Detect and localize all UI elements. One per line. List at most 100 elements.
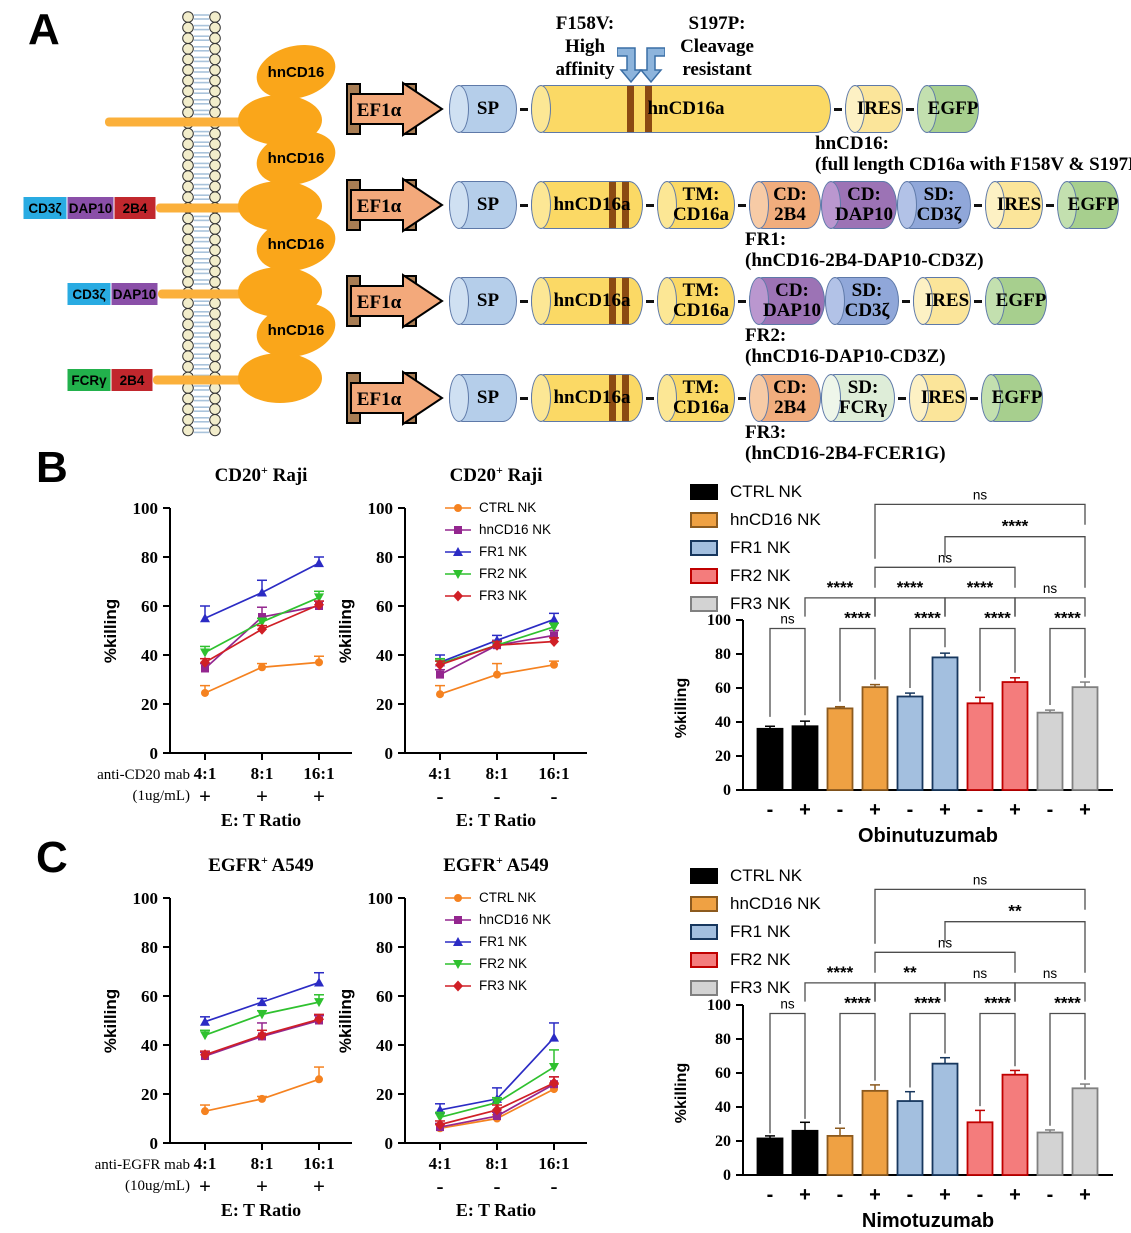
- mab-sign: +: [313, 784, 325, 808]
- treatment-sign: +: [939, 799, 951, 821]
- segment-end-cap: [821, 181, 841, 229]
- receptor-label: hnCD16: [268, 64, 325, 81]
- bar: [756, 727, 784, 791]
- gene-segment: SP: [449, 374, 517, 422]
- mutation-stripe: [627, 86, 635, 132]
- segment-end-cap: [825, 277, 845, 325]
- bar: [1001, 681, 1029, 791]
- x-axis-label: Nimotuzumab: [862, 1210, 994, 1232]
- segment-label: IRES: [996, 194, 1042, 215]
- x-tick-label: 8:1: [251, 764, 274, 783]
- y-tick-label: 20: [715, 1133, 731, 1150]
- bar: [756, 1137, 784, 1176]
- signal-domain-box: [111, 369, 153, 391]
- y-tick-label: 20: [715, 748, 731, 765]
- segment-end-cap: [449, 277, 469, 325]
- bar: [791, 1129, 819, 1176]
- segment-label: IRES: [856, 98, 902, 119]
- x-axis-label: E: T Ratio: [456, 1200, 536, 1220]
- signal-domain-box: [111, 283, 158, 305]
- y-tick-label: 60: [141, 987, 158, 1006]
- gene-segment: EGFP: [985, 277, 1047, 325]
- bar: [966, 1121, 994, 1176]
- bar-group-hnCD16-NK: [826, 683, 889, 791]
- y-tick-label: 40: [141, 646, 158, 665]
- chart-b-no-mab: CD20+ Raji 0 20 40 60 80 100 %killing CTRL NK hnC…: [295, 448, 605, 853]
- promoter-arrow: EF1α: [346, 81, 444, 137]
- legend-item: FR2 NK: [690, 562, 821, 590]
- bar-group-FR1-NK: [896, 652, 959, 791]
- bar-group-FR3-NK: [1036, 681, 1099, 791]
- segment-end-cap: [449, 85, 469, 133]
- significance-bracket: [1049, 1012, 1086, 1126]
- significance-bracket: [979, 627, 1016, 692]
- gene-segment: TM: CD16a: [657, 181, 735, 229]
- mutation-stripe: [609, 182, 616, 228]
- segment-label: TM: CD16a: [673, 280, 729, 321]
- signal-domain-label: CD3ζ: [72, 287, 105, 302]
- segment-end-cap: [897, 181, 917, 229]
- legend-swatch: [690, 512, 718, 528]
- construct-diagrams: EF1α SP hnCD16a IRES EGFP hnCD16: (full length…: [345, 0, 1131, 464]
- legend-label: FR1 NK: [730, 538, 791, 557]
- gene-segment: CD: DAP10: [821, 181, 897, 229]
- receptor-lower-domain: [238, 353, 322, 403]
- receptor-upper-domain: [256, 44, 336, 100]
- mutation-note: F158V: High affinity: [555, 13, 615, 80]
- significance-label: ns: [973, 872, 988, 887]
- y-tick-label: 80: [141, 548, 158, 567]
- x-tick-label: 16:1: [303, 764, 334, 783]
- receptor-upper-domain: [256, 130, 336, 186]
- segment-end-cap: [917, 85, 937, 133]
- significance-label: ns: [1043, 966, 1058, 981]
- mab-sign: -: [494, 1174, 501, 1198]
- y-tick-label: 60: [141, 597, 158, 616]
- y-tick-label: 100: [368, 889, 394, 908]
- treatment-sign: -: [767, 1184, 774, 1206]
- axes: [163, 897, 352, 1150]
- segment-label: EGFP: [1067, 194, 1119, 215]
- gene-segment: SD: CD3ζ: [825, 277, 899, 325]
- legend-b: CTRL NK hnCD16 NK FR1 NK FR2 NK FR3 NK: [690, 478, 821, 618]
- segment-end-cap: [449, 181, 469, 229]
- promoter-label: EF1α: [357, 292, 402, 313]
- gene-segment: IRES: [909, 374, 967, 422]
- y-tick-label: 20: [141, 695, 158, 714]
- series-FR2-NK: [200, 994, 324, 1041]
- mab-sign: -: [437, 784, 444, 808]
- significance-bracket: [909, 627, 946, 688]
- bar: [896, 695, 924, 791]
- axes: [398, 507, 587, 760]
- receptor-label: hnCD16: [268, 150, 325, 167]
- y-tick-label: 20: [141, 1085, 158, 1104]
- treatment-sign: +: [1079, 799, 1091, 821]
- mab-row-label: anti-CD20 mab: [97, 767, 190, 783]
- segment-label: EGFP: [927, 98, 979, 119]
- y-tick-label: 60: [715, 680, 731, 697]
- segment-end-cap: [749, 277, 769, 325]
- segment-end-cap: [1057, 181, 1077, 229]
- y-tick-label: 100: [133, 889, 159, 908]
- significance-label: ****: [897, 578, 924, 597]
- significance-bracket: [874, 888, 1086, 944]
- treatment-sign: -: [977, 1184, 984, 1206]
- mab-sign: +: [199, 1174, 211, 1198]
- x-tick-label: 16:1: [538, 1154, 569, 1173]
- legend-label: FR2 NK: [730, 950, 791, 969]
- segment-end-cap: [909, 374, 929, 422]
- x-tick-label: 8:1: [486, 764, 509, 783]
- y-tick-label: 0: [150, 1134, 159, 1153]
- mab-row-label: (10ug/mL): [125, 1178, 190, 1194]
- bar: [1036, 1131, 1064, 1176]
- segment-connector: [974, 203, 982, 207]
- significance-bracket: [944, 921, 1086, 973]
- significance-bracket: [1049, 627, 1086, 705]
- legend-swatch: [690, 952, 718, 968]
- segment-label: SP: [476, 387, 500, 408]
- receptor-stalk: [105, 117, 267, 127]
- y-tick-label: 80: [141, 938, 158, 957]
- series-FR2-NK: [435, 1049, 559, 1123]
- segment-label: CD: 2B4: [773, 184, 807, 225]
